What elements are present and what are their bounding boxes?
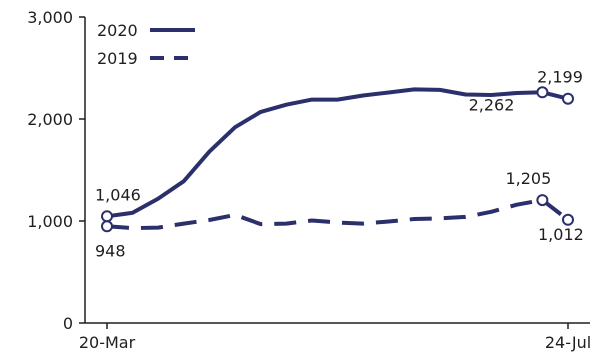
legend-label-2019: 2019 [97, 49, 138, 68]
data-point-marker [536, 194, 549, 207]
y-ticks: 0 1,000 2,000 3,000 [27, 8, 85, 333]
axes [84, 17, 590, 324]
y-tick-label: 1,000 [27, 212, 73, 231]
data-point-marker [562, 213, 574, 226]
data-label: 1,012 [538, 225, 584, 244]
data-point-marker [536, 86, 549, 99]
x-ticks: 20-Mar 24-Jul [79, 323, 591, 352]
data-point-marker [101, 210, 113, 223]
x-tick-label: 24-Jul [545, 333, 591, 352]
data-label: 2,262 [469, 95, 515, 114]
legend-label-2020: 2020 [97, 21, 138, 40]
data-label: 1,046 [95, 185, 141, 204]
markers-layer [101, 86, 574, 233]
data-labels-layer: 1,046 2,262 2,199 948 1,205 1,012 [95, 68, 584, 261]
y-tick-label: 0 [63, 314, 73, 333]
y-tick-label: 2,000 [27, 110, 73, 129]
series-line-2019 [106, 198, 570, 231]
x-tick-label: 20-Mar [79, 333, 136, 352]
series-line-2020 [106, 87, 569, 219]
data-point-marker [562, 92, 574, 105]
data-point-marker [101, 220, 113, 233]
data-label: 1,205 [505, 169, 551, 188]
y-tick-label: 3,000 [27, 8, 73, 27]
legend: 2020 2019 [97, 21, 195, 68]
series-layer [106, 87, 570, 231]
data-label: 948 [95, 241, 126, 260]
data-label: 2,199 [537, 68, 583, 87]
